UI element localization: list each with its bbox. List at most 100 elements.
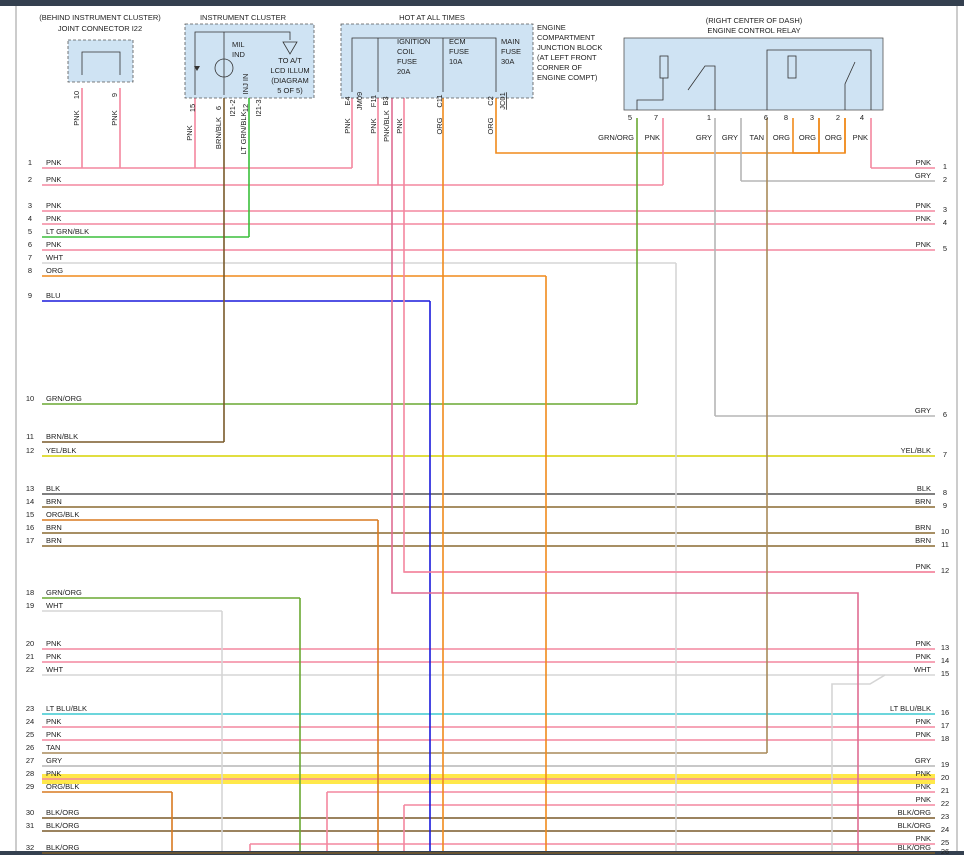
wire-label: PNK — [46, 158, 61, 167]
row-number: 3 — [943, 205, 947, 214]
wire-label: BLU — [46, 291, 61, 300]
pin-label: C2 — [486, 96, 495, 106]
joint-connector — [67, 39, 134, 83]
row-number: 19 — [941, 760, 949, 769]
row-number: 2 — [28, 175, 32, 184]
wire-label: BRN — [915, 523, 931, 532]
relay-coil — [787, 55, 797, 79]
fuse-label: 30A — [501, 57, 514, 66]
wire-label: PNK — [916, 201, 931, 210]
row-number: 26 — [26, 743, 34, 752]
wire-label: PNK — [916, 834, 931, 843]
row-number: 20 — [26, 639, 34, 648]
row-number: 7 — [943, 450, 947, 459]
instrument-cluster — [184, 23, 315, 99]
wire-label: BRN/BLK — [214, 117, 223, 149]
wire-label: LT GRN/BLK — [46, 227, 89, 236]
row-number: 8 — [28, 266, 32, 275]
row-number: 13 — [941, 643, 949, 652]
row-number: 15 — [26, 510, 34, 519]
row-number: 4 — [28, 214, 32, 223]
row-number: 12 — [941, 566, 949, 575]
wire-label: ORG — [46, 266, 63, 275]
row-number: 1 — [943, 162, 947, 171]
wire-label: GRY — [46, 756, 62, 765]
row-number: 26 — [941, 847, 949, 855]
wire-label: ORG/BLK — [46, 782, 79, 791]
pin-label: JC01 — [498, 92, 507, 110]
relay-trace — [636, 78, 664, 110]
wire-label: PNK — [916, 769, 931, 778]
bus-bar — [351, 37, 497, 92]
row-number: 7 — [28, 253, 32, 262]
row-number: 21 — [941, 786, 949, 795]
wire-label: PNK — [46, 201, 61, 210]
component-label: INJ IN — [241, 74, 250, 95]
wire-label: LT GRN/BLK — [239, 111, 248, 154]
relay-trace — [766, 49, 872, 110]
location-label: ENGINE — [537, 23, 566, 32]
wire-label: BLK/ORG — [46, 843, 80, 852]
component-title: (RIGHT CENTER OF DASH) — [706, 16, 803, 25]
row-number: 17 — [26, 536, 34, 545]
wire-label: PNK — [645, 133, 660, 142]
row-number: 5 — [943, 244, 947, 253]
pin-label: B3 — [381, 96, 390, 105]
row-number: 27 — [26, 756, 34, 765]
top-bar — [0, 0, 964, 6]
wire-label: LT BLU/BLK — [890, 704, 931, 713]
row-number: 25 — [26, 730, 34, 739]
location-label: JUNCTION BLOCK — [537, 43, 602, 52]
pin-label: E4 — [343, 96, 352, 105]
row-number: 17 — [941, 721, 949, 730]
cluster-trace — [194, 31, 291, 95]
wire-label: PNK — [916, 795, 931, 804]
wire-label: BLK/ORG — [46, 821, 80, 830]
fuse-label: IGNITION — [397, 37, 430, 46]
row-number: 10 — [26, 394, 34, 403]
pin-label: 5 — [628, 113, 632, 122]
row-number: 16 — [941, 708, 949, 717]
wire-label: ORG — [486, 117, 495, 134]
wire-label: PNK — [916, 652, 931, 661]
pin-label: C11 — [435, 94, 444, 107]
wires — [42, 87, 935, 854]
row-number: 15 — [941, 669, 949, 678]
wire — [831, 674, 935, 851]
row-number: 8 — [943, 488, 947, 497]
row-number: 23 — [941, 812, 949, 821]
wire-label: GRY — [722, 133, 738, 142]
row-number: 11 — [941, 540, 949, 549]
row-number: 16 — [26, 523, 34, 532]
fuse-label: FUSE — [397, 57, 417, 66]
labels: 1 PNK 2 PNK 3 PNK 4 PNK 5 LT GRN/BLK 6 PNK 7 WHT 8 ORG 9… — [26, 13, 949, 855]
pin-label: 12 — [241, 104, 250, 112]
wire-label: PNK — [46, 214, 61, 223]
pin-label: 10 — [72, 91, 81, 99]
diode — [194, 66, 200, 71]
component-title: HOT AT ALL TIMES — [399, 13, 465, 22]
wire-label: PNK — [916, 158, 931, 167]
wire-label: PNK — [916, 717, 931, 726]
row-number: 14 — [941, 656, 949, 665]
location-label: ENGINE COMPT) — [537, 73, 598, 82]
wire-label: LT BLU/BLK — [46, 704, 87, 713]
wire-label: BLK — [917, 484, 931, 493]
pin-label: 7 — [654, 113, 658, 122]
wire-label: YEL/BLK — [46, 446, 76, 455]
wire-label: BRN — [46, 497, 62, 506]
wire-label: WHT — [46, 253, 63, 262]
wire-label: PNK — [46, 717, 61, 726]
fuse-label: MAIN — [501, 37, 520, 46]
row-number: 14 — [26, 497, 34, 506]
relay-switch — [687, 65, 716, 110]
relay-coil — [659, 55, 669, 79]
pin-label: 6 — [764, 113, 768, 122]
wire-label: PNK — [185, 125, 194, 140]
wire-label: BLK/ORG — [898, 821, 932, 830]
wire-label: PNK — [916, 214, 931, 223]
row-number: 32 — [26, 843, 34, 852]
wire-label: GRN/ORG — [598, 133, 634, 142]
